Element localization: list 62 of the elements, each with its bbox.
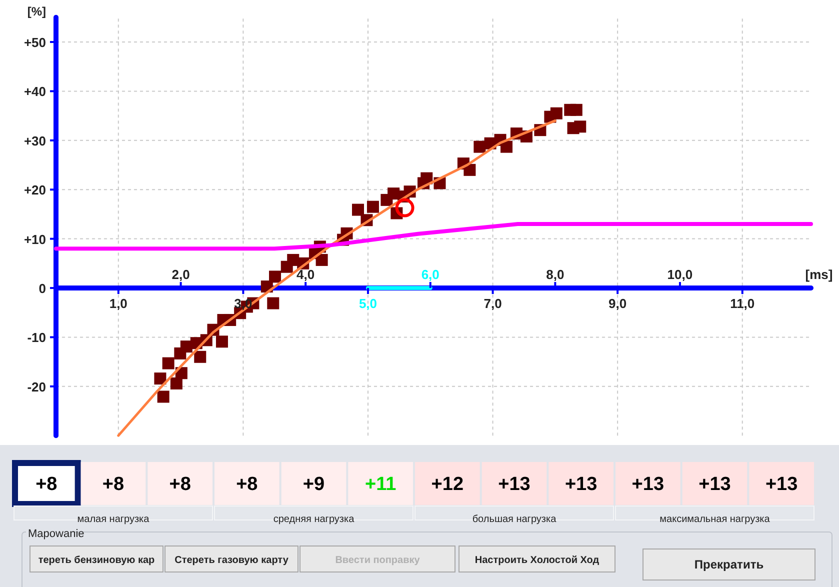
- point: [157, 390, 170, 403]
- text: Стереть газовую карту: [174, 555, 289, 566]
- point: [366, 200, 379, 213]
- x-tick-label: 5,0: [358, 296, 378, 311]
- category-label: +13: [632, 474, 664, 495]
- point: [162, 357, 174, 370]
- x-tick-label: 1,0: [109, 296, 128, 311]
- point: [570, 104, 582, 116]
- x2-tick-label: 8,0: [546, 267, 564, 282]
- point: [154, 372, 166, 385]
- point: [500, 140, 513, 153]
- y-tick-label: +10: [24, 232, 46, 247]
- y-tick-label: +20: [24, 182, 46, 198]
- category-label: +13: [765, 474, 798, 495]
- category-label: +9: [302, 474, 325, 495]
- x-tick-label: 7,0: [484, 296, 502, 311]
- category-label: +8: [36, 474, 58, 495]
- category-label: +13: [564, 474, 598, 495]
- text: Ввести поправку: [335, 555, 420, 566]
- point: [316, 254, 328, 266]
- y-axis-title: [%]: [27, 4, 46, 18]
- text: малая нагрузка: [77, 514, 150, 525]
- text: Mapowanie: [28, 528, 84, 540]
- x-tick-label: 9,0: [608, 296, 627, 311]
- point: [267, 297, 280, 310]
- point: [194, 350, 206, 363]
- point: [420, 172, 433, 184]
- category-label: +12: [431, 474, 464, 495]
- point: [170, 377, 182, 390]
- category-label: +8: [236, 474, 258, 495]
- y-tick-label: +50: [24, 35, 46, 50]
- x2-tick-label: 6,0: [421, 267, 440, 282]
- category-label: +11: [364, 474, 397, 495]
- line-series: [54, 222, 813, 251]
- y-tick-label: +40: [24, 84, 46, 100]
- y-tick-label: 0: [38, 281, 46, 296]
- y-tick-label: +30: [24, 133, 46, 148]
- text: большая нагрузка: [472, 514, 557, 525]
- x2-tick-label: 10,0: [667, 267, 693, 282]
- category-label: +13: [698, 474, 731, 495]
- x2-tick-label: 2,0: [172, 267, 190, 282]
- point: [474, 140, 486, 153]
- x-tick-label: 11,0: [730, 296, 755, 311]
- point: [574, 120, 586, 133]
- category-label: +13: [498, 474, 530, 495]
- point: [395, 198, 414, 218]
- x2-tick-label: 4,0: [296, 267, 315, 282]
- text: средняя нагрузка: [273, 514, 355, 525]
- category-label: +8: [102, 474, 124, 495]
- point: [174, 347, 186, 360]
- y-tick-label: -10: [27, 330, 46, 346]
- point: [352, 204, 364, 216]
- text: Прекратить: [694, 558, 764, 572]
- text: максимальная нагрузка: [660, 514, 770, 525]
- text: Настроить Холостой Ход: [474, 555, 600, 566]
- point: [269, 270, 282, 283]
- category-label: +8: [169, 474, 191, 495]
- point: [216, 336, 228, 348]
- y-tick-label: -20: [27, 379, 46, 394]
- text: тереть бензиновую кар: [38, 555, 155, 566]
- x2-axis-title: [ms]: [805, 267, 833, 282]
- point: [550, 107, 562, 120]
